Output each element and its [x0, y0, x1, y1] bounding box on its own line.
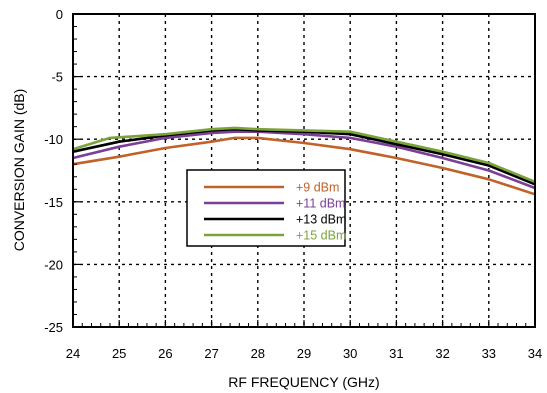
- legend-label-1: +9 dBm: [296, 181, 339, 195]
- x-tick-label: 32: [435, 346, 449, 361]
- y-axis-title: CONVERSION GAIN (dB): [11, 89, 27, 252]
- x-tick-label: 28: [251, 346, 265, 361]
- y-tick-label: -25: [44, 320, 63, 335]
- legend: +9 dBm +11 dBm +13 dBm +15 dBm: [186, 169, 346, 247]
- x-tick-label: 34: [528, 346, 542, 361]
- x-tick-label: 33: [482, 346, 496, 361]
- y-tick-label: -5: [51, 70, 63, 85]
- legend-items: +9 dBm +11 dBm +13 dBm +15 dBm: [204, 181, 346, 243]
- series-layer: [72, 126, 536, 196]
- y-tick-label: -15: [44, 195, 63, 210]
- legend-label-3: +13 dBm: [296, 213, 346, 227]
- x-tick-label: 25: [112, 346, 126, 361]
- tick-layer: [72, 13, 536, 328]
- tick-label-layer: 24 25 26 27 28 29 30 31 32 33 34 0 -5 -10 -15 -20 -25: [44, 7, 542, 361]
- series-line-2: [72, 130, 536, 190]
- series-line-1: [72, 136, 536, 196]
- x-tick-label: 24: [66, 346, 80, 361]
- x-tick-label: 26: [158, 346, 172, 361]
- legend-label-4: +15 dBm: [296, 229, 346, 243]
- series-line-4: [72, 126, 536, 184]
- y-tick-label: 0: [56, 7, 63, 22]
- x-tick-label: 29: [297, 346, 311, 361]
- x-tick-label: 30: [343, 346, 357, 361]
- legend-label-2: +11 dBm: [296, 197, 345, 211]
- x-axis-title: RF FREQUENCY (GHz): [228, 374, 379, 390]
- legend-box: [186, 169, 346, 247]
- y-tick-label: -10: [44, 132, 63, 147]
- x-tick-label: 27: [204, 346, 218, 361]
- x-tick-label: 31: [389, 346, 403, 361]
- y-tick-label: -20: [44, 257, 63, 272]
